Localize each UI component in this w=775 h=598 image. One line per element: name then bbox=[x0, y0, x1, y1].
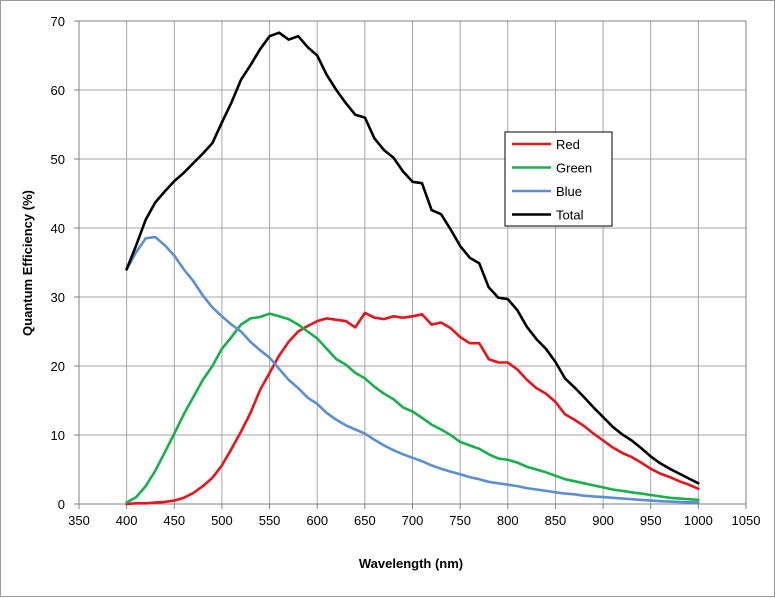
series-line-green bbox=[125, 312, 700, 504]
x-tick-label: 1050 bbox=[732, 513, 761, 528]
grid-layer bbox=[74, 20, 747, 509]
series-line-blue bbox=[125, 235, 700, 504]
x-tick-label: 700 bbox=[402, 513, 424, 528]
plot-area-border bbox=[78, 20, 747, 505]
x-tick-label: 650 bbox=[354, 513, 376, 528]
x-tick-label: 950 bbox=[640, 513, 662, 528]
y-axis-title: Quantum Efficiency (%) bbox=[20, 190, 35, 336]
x-tick-label: 500 bbox=[211, 513, 233, 528]
x-tick-label: 750 bbox=[449, 513, 471, 528]
legend-label-total: Total bbox=[556, 208, 584, 223]
series-line-red bbox=[125, 311, 700, 506]
y-tick-label: 40 bbox=[51, 221, 65, 236]
tick-labels: 350 400 450 500 550 600 650 700 750 800 850 900 950 1… bbox=[51, 14, 761, 528]
x-tick-label: 900 bbox=[592, 513, 614, 528]
legend-label-red: Red bbox=[556, 137, 580, 152]
x-tick-label: 550 bbox=[259, 513, 281, 528]
y-tick-label: 60 bbox=[51, 83, 65, 98]
y-tick-label: 0 bbox=[58, 497, 65, 512]
series-layer bbox=[125, 31, 700, 506]
x-tick-label: 600 bbox=[306, 513, 328, 528]
y-tick-label: 50 bbox=[51, 152, 65, 167]
legend: Red Green Blue Total bbox=[504, 131, 613, 227]
x-tick-label: 1000 bbox=[684, 513, 713, 528]
y-tick-label: 20 bbox=[51, 359, 65, 374]
x-tick-label: 450 bbox=[163, 513, 185, 528]
y-tick-label: 10 bbox=[51, 428, 65, 443]
x-tick-label: 350 bbox=[68, 513, 90, 528]
x-tick-label: 400 bbox=[116, 513, 138, 528]
x-tick-label: 800 bbox=[497, 513, 519, 528]
legend-label-blue: Blue bbox=[556, 184, 582, 199]
x-axis-title: Wavelength (nm) bbox=[359, 556, 463, 571]
y-tick-label: 70 bbox=[51, 14, 65, 29]
legend-box bbox=[504, 131, 613, 227]
y-tick-label: 30 bbox=[51, 290, 65, 305]
series-line-total bbox=[125, 31, 700, 485]
x-tick-label: 850 bbox=[545, 513, 567, 528]
legend-label-green: Green bbox=[556, 161, 592, 176]
